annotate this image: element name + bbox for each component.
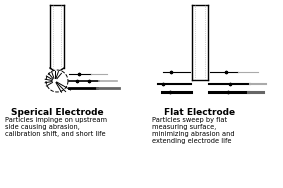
Text: Particles impinge on upstream
side causing abrasion,
calibration shift, and shor: Particles impinge on upstream side causi… <box>5 117 107 137</box>
Text: Flat Electrode: Flat Electrode <box>164 108 235 117</box>
Text: Sperical Electrode: Sperical Electrode <box>11 108 103 117</box>
Text: Particles sweep by flat
measuring surface,
minimizing abrasion and
extending ele: Particles sweep by flat measuring surfac… <box>152 117 235 144</box>
